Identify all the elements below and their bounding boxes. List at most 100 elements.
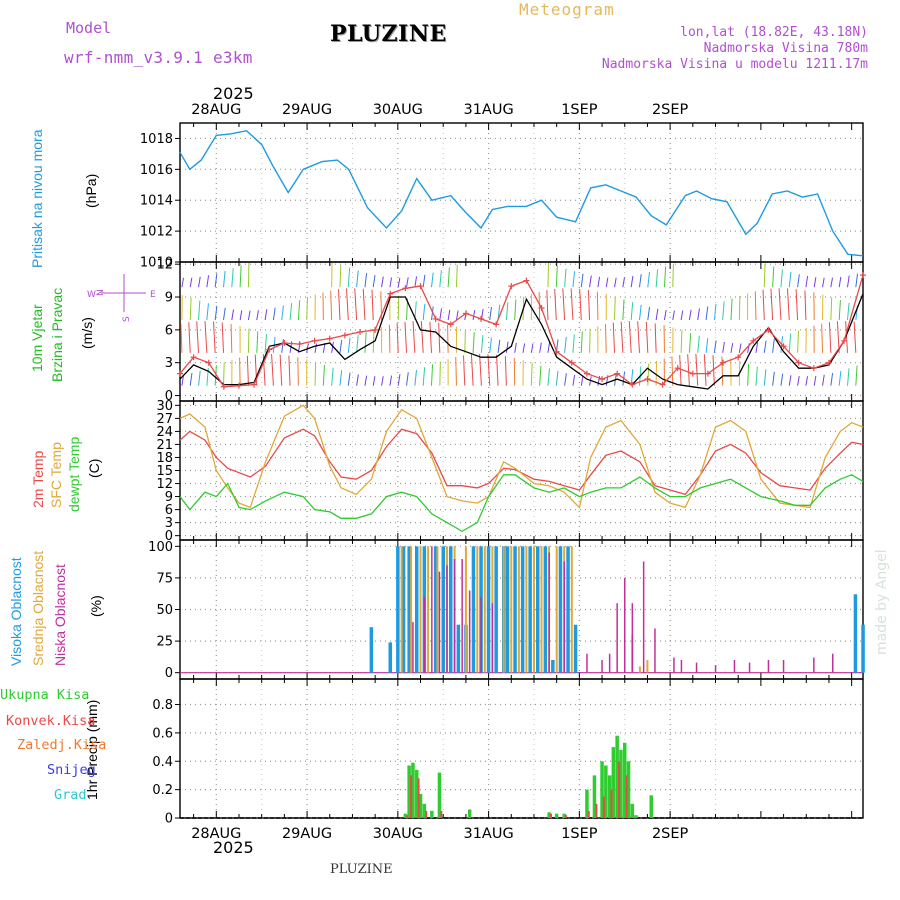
wind-barb bbox=[655, 308, 659, 321]
wind-barb bbox=[838, 300, 841, 321]
wind-barb bbox=[281, 305, 284, 321]
wind-barb bbox=[630, 369, 634, 386]
speed-marker bbox=[478, 315, 485, 322]
bar-visoka-oblacnost bbox=[441, 546, 445, 673]
wind-barb bbox=[530, 343, 534, 353]
bar-ukupna-kisa bbox=[437, 772, 442, 818]
wind-barb bbox=[679, 355, 682, 386]
bar-niska-oblacnost bbox=[767, 660, 770, 673]
bar-niska-oblacnost bbox=[491, 603, 494, 673]
wind-barb bbox=[504, 356, 507, 386]
wind-barb bbox=[671, 356, 674, 386]
panel-4: 0 0.2 0.4 0.6 0.8 bbox=[152, 678, 864, 827]
y-tick-label: 21 bbox=[156, 438, 173, 453]
y-tick-label: 0.6 bbox=[152, 726, 173, 741]
bar-visoka-oblacnost bbox=[449, 546, 453, 673]
bar-ukupna-kisa bbox=[626, 761, 631, 818]
wind-barb bbox=[797, 274, 800, 288]
wind-barb bbox=[221, 322, 224, 353]
bar-konvek-kisa bbox=[417, 778, 420, 818]
bar-niska-oblacnost bbox=[480, 596, 482, 673]
bar-ukupna-kisa bbox=[422, 803, 427, 818]
speed-marker bbox=[538, 304, 545, 311]
meteogram-label: Meteogram bbox=[519, 0, 615, 19]
wind-barb bbox=[572, 334, 575, 353]
y-tick-label: 75 bbox=[156, 571, 173, 586]
legend-snow: Snijeg bbox=[47, 762, 96, 778]
bar-visoka-oblacnost bbox=[494, 546, 498, 673]
y-tick-label: 30 bbox=[156, 399, 173, 414]
wind-barb bbox=[730, 343, 734, 353]
bar-visoka-oblacnost bbox=[407, 546, 411, 673]
wind-barb bbox=[830, 297, 833, 321]
bar-niska-oblacnost bbox=[563, 561, 565, 673]
bar-niska-oblacnost bbox=[608, 653, 611, 673]
speed-marker bbox=[659, 381, 666, 388]
station-elevation: Nadmorska Visina 780m bbox=[703, 41, 868, 56]
wind-barb bbox=[788, 375, 792, 386]
bar-srednja-oblacnost bbox=[483, 546, 486, 673]
wind-barb bbox=[196, 321, 200, 353]
day-label-bottom: 30AUG bbox=[373, 826, 423, 842]
wind-barb bbox=[364, 332, 367, 353]
panel-1: 0 3 6 9 12 bbox=[156, 258, 864, 404]
bar-niska-oblacnost bbox=[446, 565, 448, 673]
legend-hail: Grad bbox=[54, 787, 87, 803]
y-tick-label: 3 bbox=[165, 356, 173, 371]
wind-barb bbox=[795, 289, 799, 321]
speed-marker bbox=[357, 329, 364, 336]
bar-ukupna-kisa bbox=[430, 810, 434, 818]
wind-barb bbox=[587, 290, 591, 321]
bar-ukupna-kisa bbox=[554, 813, 559, 818]
bar-ukupna-kisa bbox=[630, 803, 635, 818]
wind-barb bbox=[813, 277, 817, 288]
speed-marker bbox=[599, 376, 606, 383]
wind-barb bbox=[579, 288, 582, 321]
wind-barb bbox=[222, 270, 226, 288]
wind-barb bbox=[828, 322, 832, 353]
wind-barb bbox=[447, 267, 450, 288]
bar-ukupna-kisa bbox=[418, 793, 423, 818]
bar-niska-oblacnost bbox=[453, 559, 456, 673]
wind-barb bbox=[703, 354, 707, 386]
bar-srednja-oblacnost bbox=[419, 546, 422, 673]
wind-barb bbox=[805, 376, 809, 386]
wind-barb bbox=[189, 277, 193, 288]
wind-barb bbox=[470, 354, 474, 386]
y-tick-label: 15 bbox=[156, 464, 173, 479]
bar-niska-oblacnost bbox=[616, 603, 618, 673]
wind-barb bbox=[589, 328, 591, 353]
wind-barb bbox=[786, 288, 790, 321]
bar-niska-oblacnost bbox=[748, 662, 751, 673]
wind-barb bbox=[479, 353, 482, 386]
wind-barb bbox=[339, 264, 342, 288]
bar-srednja-oblacnost bbox=[517, 546, 520, 673]
bar-konvek-kisa bbox=[425, 810, 428, 818]
wind-barb bbox=[246, 355, 249, 386]
compass-s: S bbox=[122, 316, 132, 322]
wind-barb bbox=[346, 288, 349, 321]
bar-visoka-oblacnost bbox=[456, 624, 461, 673]
speed-marker bbox=[614, 370, 621, 377]
bar-niska-oblacnost bbox=[714, 665, 717, 673]
bar-ukupna-kisa bbox=[585, 789, 589, 818]
speed-marker bbox=[493, 321, 500, 328]
speed-marker bbox=[735, 354, 742, 361]
series-line-dewpt-temp bbox=[179, 474, 864, 533]
day-label-bottom: 29AUG bbox=[282, 826, 332, 842]
wind-barb bbox=[204, 321, 208, 353]
wind-barb bbox=[638, 274, 642, 288]
speed-marker bbox=[508, 283, 515, 290]
speed-marker bbox=[447, 321, 454, 328]
wind-barb bbox=[680, 310, 684, 321]
bar-niska-oblacnost bbox=[438, 571, 441, 673]
day-label-top: 31AUG bbox=[463, 102, 513, 118]
wind-barb bbox=[256, 310, 259, 321]
bar-konvek-kisa bbox=[440, 810, 443, 818]
wind-barb bbox=[472, 310, 476, 321]
wind-barb bbox=[630, 275, 634, 288]
wind-barb bbox=[570, 288, 574, 321]
wind-barb bbox=[747, 363, 750, 386]
wind-barb bbox=[189, 372, 193, 386]
